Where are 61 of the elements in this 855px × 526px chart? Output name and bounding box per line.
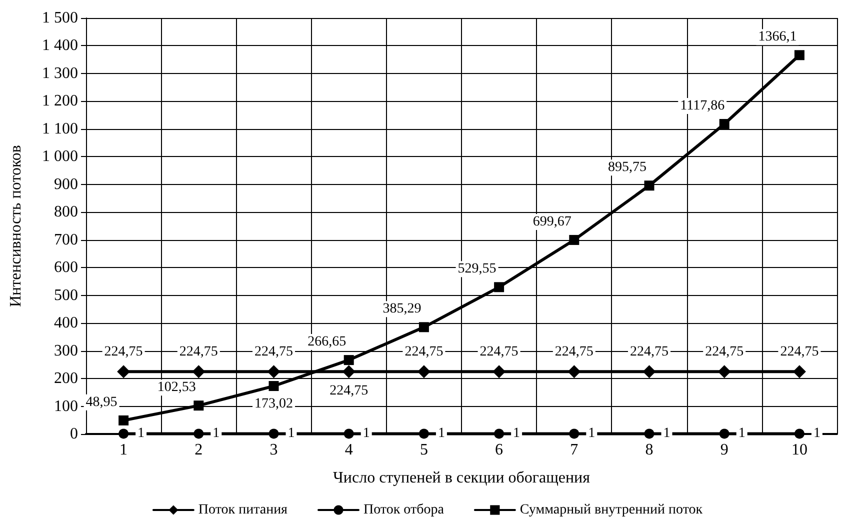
y-tick-label: 900 xyxy=(54,176,78,193)
y-tick-label: 1 400 xyxy=(42,37,78,54)
x-tick-label: 2 xyxy=(194,442,203,458)
x-tick-label: 1 xyxy=(120,442,128,458)
y-tick-label: 800 xyxy=(54,204,78,221)
data-label: 1 xyxy=(588,426,596,442)
x-tick-label: 4 xyxy=(344,442,353,458)
data-label: 1 xyxy=(738,426,746,442)
y-tick-label: 500 xyxy=(54,286,78,304)
data-label: 1 xyxy=(212,426,220,442)
y-tick-label: 1 300 xyxy=(42,64,78,82)
x-tick-label: 3 xyxy=(270,442,278,458)
data-label: 102,53 xyxy=(157,380,196,396)
data-label: 1 xyxy=(513,426,520,442)
data-label: 1 xyxy=(138,426,145,442)
data-label: 266,65 xyxy=(308,334,346,350)
data-label: 1117,86 xyxy=(680,98,725,114)
y-tick-label: 1 100 xyxy=(42,120,78,138)
data-label: 224,75 xyxy=(480,344,518,360)
data-label: 224,75 xyxy=(404,344,444,360)
data-label: 699,67 xyxy=(532,214,572,230)
x-tick-label: 9 xyxy=(720,442,728,458)
data-label: 173,02 xyxy=(254,396,293,412)
x-tick-label: 7 xyxy=(570,442,578,458)
data-label: 224,75 xyxy=(179,344,218,360)
y-tick-label: 400 xyxy=(54,314,78,332)
data-label: 224,75 xyxy=(705,344,744,360)
data-label: 224,75 xyxy=(630,344,668,360)
y-axis-title: Интенсивность потоков xyxy=(8,144,24,307)
data-label: 224,75 xyxy=(780,344,819,360)
x-tick-label: 10 xyxy=(791,442,808,458)
data-label: 895,75 xyxy=(608,160,646,176)
legend-label: Суммарный внутренний поток xyxy=(520,502,703,518)
y-tick-label: 1 200 xyxy=(42,92,78,110)
data-label: 1366,1 xyxy=(758,30,797,45)
data-label: 224,75 xyxy=(104,344,143,360)
data-label: 1 xyxy=(362,426,370,442)
data-label: 1 xyxy=(663,426,670,442)
x-tick-label: 5 xyxy=(420,442,428,458)
data-label: 1 xyxy=(288,426,295,442)
y-tick-label: 700 xyxy=(54,231,78,248)
y-tick-label: 600 xyxy=(54,259,78,276)
data-label: 224,75 xyxy=(330,384,368,399)
data-label: 224,75 xyxy=(254,344,293,360)
data-label: 224,75 xyxy=(554,344,594,360)
data-label: 1 xyxy=(813,426,820,442)
x-tick-label: 6 xyxy=(495,442,504,458)
data-label: 48,95 xyxy=(86,394,118,410)
x-tick-label: 8 xyxy=(645,442,654,458)
x-axis-title: Число ступеней в секции обогащения xyxy=(333,470,591,486)
y-tick-label: 0 xyxy=(70,426,78,442)
y-tick-label: 1 500 xyxy=(42,10,78,26)
y-tick-label: 1 000 xyxy=(42,148,78,166)
y-tick-label: 300 xyxy=(54,342,78,360)
data-label: 529,55 xyxy=(458,262,496,277)
legend-label: Поток питания xyxy=(198,502,288,518)
data-label: 1 xyxy=(438,426,445,442)
data-label: 385,29 xyxy=(382,302,422,317)
legend-label: Поток отбора xyxy=(363,502,445,518)
y-tick-label: 200 xyxy=(54,370,78,388)
y-tick-label: 100 xyxy=(54,398,78,415)
